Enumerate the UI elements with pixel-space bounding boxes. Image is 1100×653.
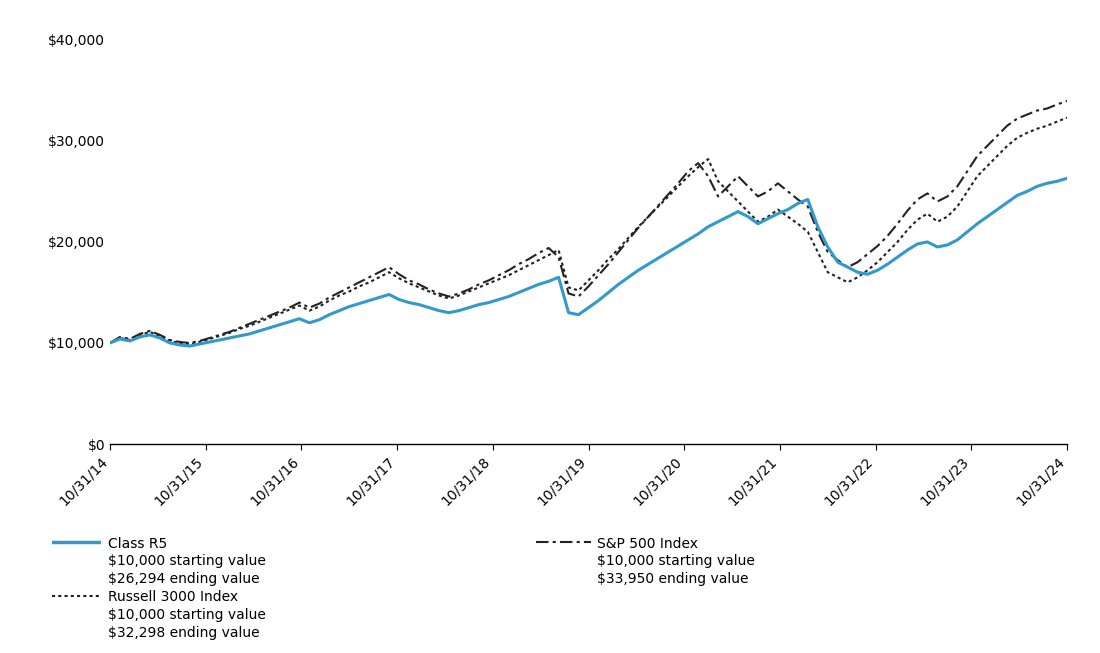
Text: $33,950 ending value: $33,950 ending value [597,572,749,586]
Text: Russell 3000 Index: Russell 3000 Index [108,590,238,604]
Text: $26,294 ending value: $26,294 ending value [108,572,260,586]
Text: S&P 500 Index: S&P 500 Index [597,537,698,550]
Text: $10,000 starting value: $10,000 starting value [108,554,266,568]
Text: Class R5: Class R5 [108,537,167,550]
Text: $32,298 ending value: $32,298 ending value [108,626,260,639]
Text: $10,000 starting value: $10,000 starting value [597,554,756,568]
Text: $10,000 starting value: $10,000 starting value [108,608,266,622]
